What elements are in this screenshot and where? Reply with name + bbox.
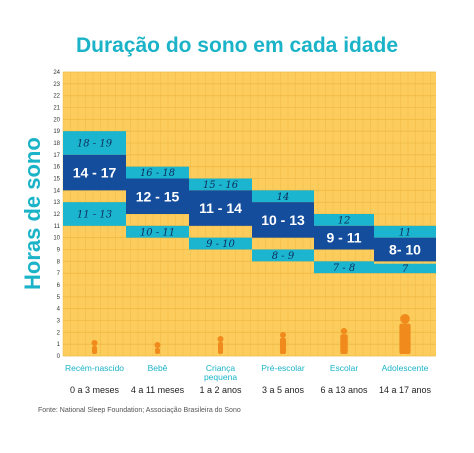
chart-title: Duração do sono em cada idade xyxy=(75,34,399,57)
y-tick-label-4: 4 xyxy=(57,307,61,313)
age-label-5: 14 a 17 anos xyxy=(379,385,432,395)
y-tick-label-9: 9 xyxy=(57,248,61,254)
y-tick-label-12: 12 xyxy=(53,212,60,218)
band-upper-2 xyxy=(189,178,252,191)
y-tick-label-5: 5 xyxy=(57,295,61,301)
band-lower-0 xyxy=(63,202,126,226)
y-tick-label-11: 11 xyxy=(54,224,61,230)
category-label-2-line0: Criança xyxy=(206,363,236,373)
y-tick-label-19: 19 xyxy=(53,129,60,135)
y-tick-label-16: 16 xyxy=(53,165,60,171)
category-label-4: Escolar xyxy=(330,363,359,373)
y-tick-label-18: 18 xyxy=(53,141,60,147)
band-lower-label-2: 9 - 10 xyxy=(206,239,235,250)
y-tick-label-24: 24 xyxy=(53,70,60,76)
y-tick-label-10: 10 xyxy=(53,236,60,242)
y-tick-label-2: 2 xyxy=(57,330,61,336)
toddler-icon xyxy=(217,336,224,354)
age-label-1: 4 a 11 meses xyxy=(131,385,185,395)
band-lower-label-4: 7 - 8 xyxy=(333,263,355,274)
band-recommended-4 xyxy=(314,225,374,250)
band-recommended-label-0: 14 - 17 xyxy=(73,165,117,181)
category-label-3: Pré-escolar xyxy=(261,363,305,373)
band-upper-label-4: 12 xyxy=(338,215,351,226)
child-icon xyxy=(340,328,348,354)
band-upper-1 xyxy=(126,166,189,179)
baby-icon xyxy=(91,340,98,354)
age-label-2: 1 a 2 anos xyxy=(199,385,242,395)
band-lower-4 xyxy=(314,261,374,274)
band-recommended-1 xyxy=(126,178,189,214)
y-tick-label-1: 1 xyxy=(57,342,61,348)
source-note: Fonte: National Sleep Foundation; Associ… xyxy=(38,407,241,414)
y-tick-label-3: 3 xyxy=(57,319,61,325)
band-lower-label-3: 8 - 9 xyxy=(272,251,295,262)
band-upper-label-0: 18 - 19 xyxy=(77,139,113,150)
category-label-0: Recém-nascido xyxy=(65,363,124,373)
teenager-icon xyxy=(399,314,411,354)
age-label-0: 0 a 3 meses xyxy=(70,385,120,395)
band-recommended-label-5: 8- 10 xyxy=(389,242,421,258)
preschooler-icon xyxy=(279,332,287,354)
band-lower-2 xyxy=(189,237,252,250)
band-recommended-label-2: 11 - 14 xyxy=(199,200,242,216)
band-upper-label-5: 11 xyxy=(399,227,412,238)
y-tick-label-21: 21 xyxy=(53,106,60,112)
category-label-5: Adolescente xyxy=(382,363,429,373)
band-recommended-3 xyxy=(252,202,314,238)
band-upper-label-2: 15 - 16 xyxy=(203,180,239,191)
band-recommended-5 xyxy=(374,237,436,262)
age-label-3: 3 a 5 anos xyxy=(262,385,305,395)
y-tick-label-15: 15 xyxy=(53,177,60,183)
category-label-2-line1: pequena xyxy=(204,372,237,382)
band-lower-label-5: 7 xyxy=(402,264,409,275)
age-label-4: 6 a 13 anos xyxy=(320,385,368,395)
y-tick-label-17: 17 xyxy=(53,153,60,159)
y-tick-label-7: 7 xyxy=(57,271,61,277)
band-upper-label-3: 14 xyxy=(277,192,290,203)
y-tick-label-23: 23 xyxy=(53,82,60,88)
y-tick-label-22: 22 xyxy=(53,94,60,100)
band-upper-5 xyxy=(374,225,436,238)
band-upper-4 xyxy=(314,214,374,226)
y-tick-label-8: 8 xyxy=(57,259,61,265)
band-lower-label-0: 11 - 13 xyxy=(77,210,112,221)
band-recommended-label-1: 12 - 15 xyxy=(136,188,180,204)
y-tick-label-14: 14 xyxy=(53,188,60,194)
band-upper-label-1: 16 - 18 xyxy=(140,168,175,179)
category-label-1: Bebê xyxy=(148,363,168,373)
band-lower-3 xyxy=(252,249,314,262)
band-recommended-2 xyxy=(189,190,252,226)
y-tick-label-20: 20 xyxy=(53,117,60,123)
band-lower-5 xyxy=(374,263,436,274)
y-tick-label-13: 13 xyxy=(53,200,60,206)
band-lower-label-1: 10 - 11 xyxy=(140,227,175,238)
y-tick-label-0: 0 xyxy=(57,354,61,360)
band-upper-0 xyxy=(63,131,126,155)
band-lower-1 xyxy=(126,225,189,238)
y-tick-label-6: 6 xyxy=(57,283,61,289)
crawling-infant-icon xyxy=(154,342,161,354)
band-recommended-label-4: 9 - 11 xyxy=(326,230,361,246)
band-recommended-label-3: 10 - 13 xyxy=(261,212,305,228)
band-recommended-0 xyxy=(63,154,126,191)
band-upper-3 xyxy=(252,190,314,203)
